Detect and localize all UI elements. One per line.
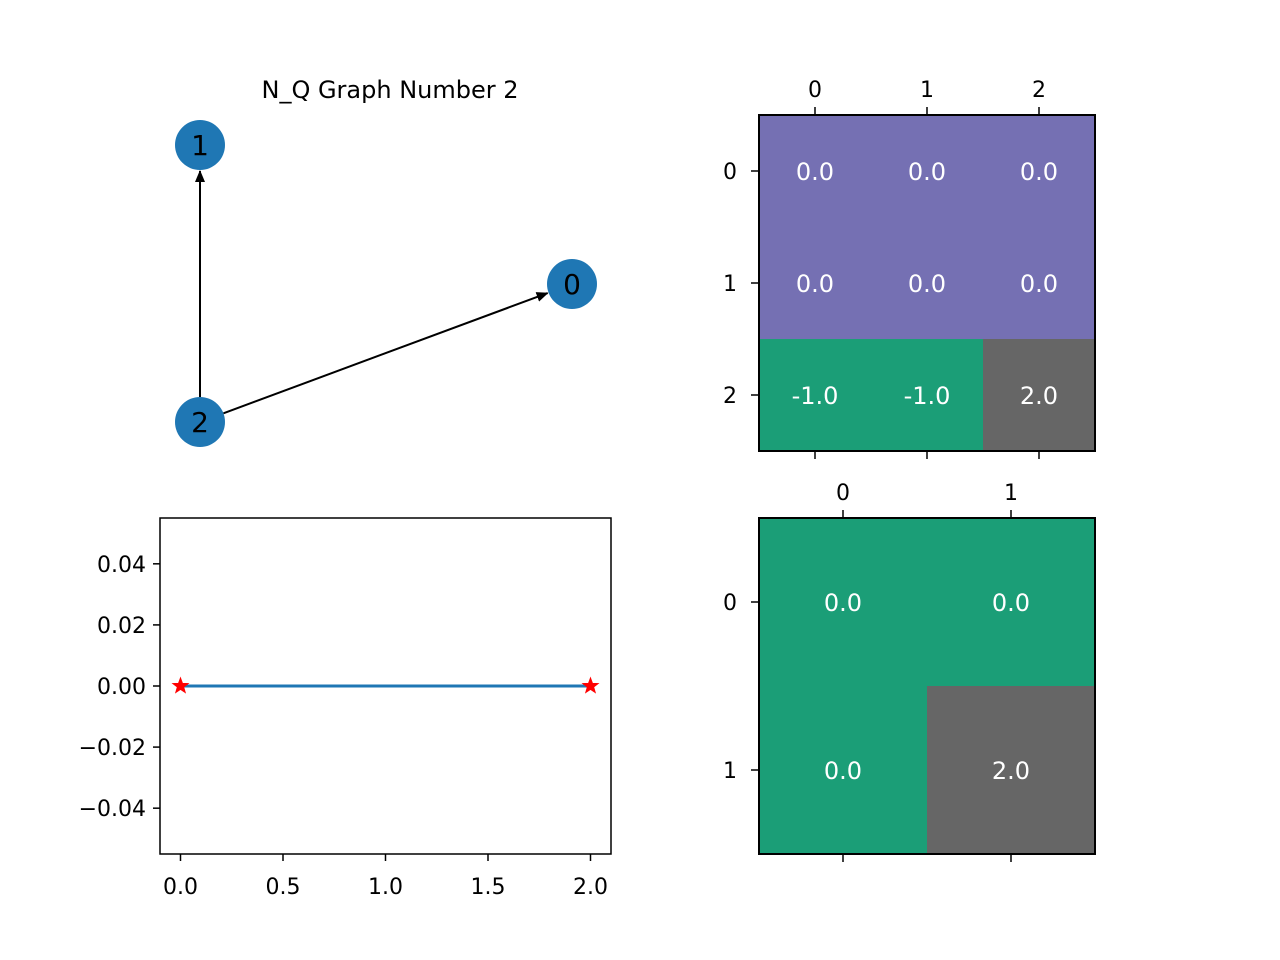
heatmap-cell-label: 0.0 bbox=[1020, 270, 1058, 298]
heatmap-cell bbox=[759, 686, 928, 855]
heatmap-cell-label: 0.0 bbox=[824, 589, 862, 617]
heatmap-cell bbox=[759, 115, 872, 228]
y-tick-label: 1 bbox=[723, 272, 737, 297]
graph-node-2 bbox=[175, 397, 225, 447]
x-tick-label: 2 bbox=[1032, 78, 1046, 103]
y-tick-label: 0 bbox=[723, 591, 737, 616]
graph-edges bbox=[195, 170, 549, 415]
heatmap-cell bbox=[927, 518, 1096, 687]
heatmap-panel-bottom: 0.0 0.0 0.0 2.0 0 1 0 1 bbox=[723, 481, 1096, 862]
x-tick-label: 1.5 bbox=[471, 875, 506, 900]
heatmap-cell-label: 0.0 bbox=[824, 757, 862, 785]
heatmap-cell-label: 0.0 bbox=[796, 158, 834, 186]
graph-title: N_Q Graph Number 2 bbox=[261, 76, 518, 104]
y-tick-label: 0.00 bbox=[97, 675, 146, 700]
heatmap-cell-label: 2.0 bbox=[992, 757, 1030, 785]
heatmap-cell-label: 2.0 bbox=[1020, 382, 1058, 410]
heatmap-cell-label: 0.0 bbox=[908, 270, 946, 298]
heatmap-cell bbox=[983, 339, 1096, 452]
graph-nodes: 0 1 2 bbox=[175, 120, 597, 447]
heatmap-cell bbox=[983, 115, 1096, 228]
graph-edge-2-0 bbox=[223, 292, 549, 415]
heatmap-cell bbox=[927, 686, 1096, 855]
heatmap-frame bbox=[758, 517, 1096, 855]
heatmap-cell bbox=[759, 339, 872, 452]
graph-node-0 bbox=[547, 259, 597, 309]
x-tick-label: 0.0 bbox=[163, 875, 198, 900]
heatmap-cell-label: 0.0 bbox=[1020, 158, 1058, 186]
heatmap-cell-label: -1.0 bbox=[904, 382, 951, 410]
graph-node-label-1: 1 bbox=[191, 129, 209, 162]
heatmap-panel-top: 0.0 0.0 0.0 0.0 0.0 0.0 -1.0 -1.0 2.0 0 1 2 0 1 2 bbox=[723, 78, 1096, 459]
y-tick-label: −0.04 bbox=[79, 797, 146, 822]
graph-panel: N_Q Graph Number 2 0 1 2 bbox=[175, 76, 597, 447]
heatmap-cell bbox=[759, 227, 872, 340]
y-tick-label: 0 bbox=[723, 160, 737, 185]
x-tick-label: 0 bbox=[836, 481, 850, 506]
y-tick-label: 0.02 bbox=[97, 614, 146, 639]
x-tick-label: 1 bbox=[1004, 481, 1018, 506]
y-tick-label: 1 bbox=[723, 759, 737, 784]
graph-node-1 bbox=[175, 120, 225, 170]
heatmap-cell bbox=[983, 227, 1096, 340]
heatmap-cell-label: 0.0 bbox=[992, 589, 1030, 617]
heatmap-cell bbox=[759, 518, 928, 687]
line-plot-panel: 0.0 0.5 1.0 1.5 2.0 0.04 0.02 0.00 −0.02 −0.04 bbox=[79, 517, 612, 900]
heatmap-cell bbox=[871, 115, 984, 228]
x-tick-label: 0 bbox=[808, 78, 822, 103]
heatmap-cell-label: 0.0 bbox=[796, 270, 834, 298]
data-point-star bbox=[581, 676, 600, 694]
graph-node-label-2: 2 bbox=[191, 406, 209, 439]
x-tick-label: 0.5 bbox=[266, 875, 301, 900]
x-tick-label: 2.0 bbox=[573, 875, 608, 900]
heatmap-cell bbox=[871, 339, 984, 452]
x-tick-label: 1.0 bbox=[368, 875, 403, 900]
x-tick-label: 1 bbox=[920, 78, 934, 103]
data-point-star bbox=[171, 676, 190, 694]
y-tick-label: 2 bbox=[723, 384, 737, 409]
heatmap-cell-label: -1.0 bbox=[792, 382, 839, 410]
y-tick-label: 0.04 bbox=[97, 553, 146, 578]
heatmap-cell-label: 0.0 bbox=[908, 158, 946, 186]
graph-node-label-0: 0 bbox=[563, 268, 581, 301]
y-tick-label: −0.02 bbox=[79, 736, 146, 761]
heatmap-cell bbox=[871, 227, 984, 340]
